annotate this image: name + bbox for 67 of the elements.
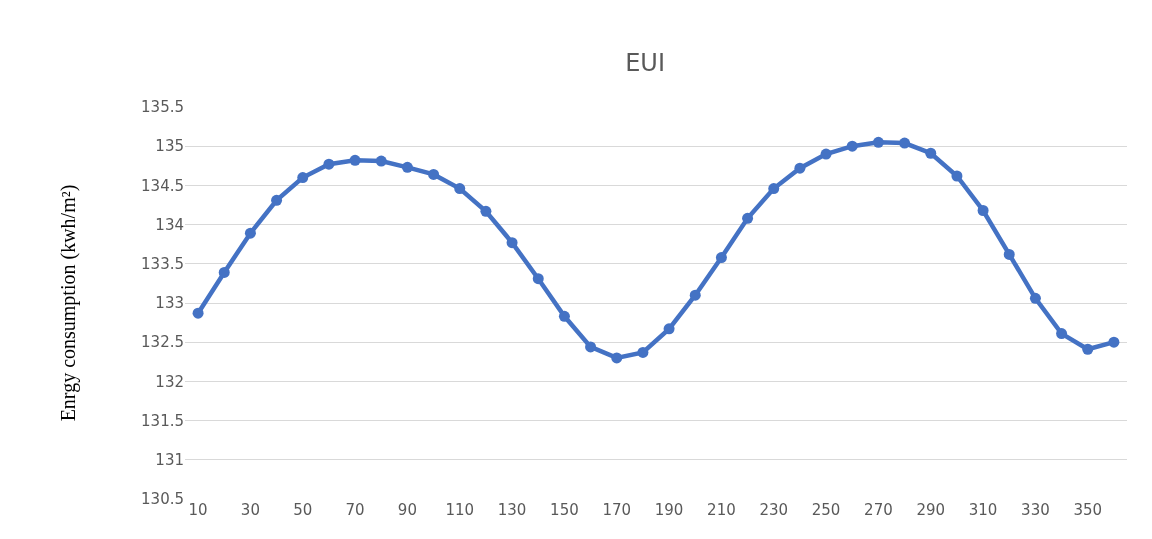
y-axis-title: Enrgy consumption (kwh/m²) [56, 184, 80, 422]
point [951, 170, 963, 182]
point [925, 147, 937, 159]
point [742, 212, 754, 224]
x-tick-label: 330 [1021, 501, 1050, 519]
point [794, 162, 806, 174]
x-tick-label: 350 [1073, 501, 1103, 519]
point [1082, 343, 1094, 355]
x-tick-label: 10 [188, 501, 208, 519]
point [846, 140, 858, 152]
point [872, 136, 884, 148]
y-tick-label: 132 [155, 372, 184, 391]
point [244, 227, 256, 239]
y-tick-label: 132.5 [141, 333, 184, 352]
x-tick-label: 110 [445, 501, 475, 519]
y-tick-label: 131 [155, 451, 184, 470]
point [1029, 292, 1041, 304]
x-tick-label: 30 [240, 501, 260, 519]
point [585, 341, 597, 353]
x-tick-label: 130 [497, 501, 527, 519]
point [715, 252, 727, 264]
x-tick-label: 90 [397, 501, 417, 519]
point [637, 346, 649, 358]
point [349, 154, 361, 166]
point [1056, 328, 1068, 340]
x-tick-label: 270 [864, 501, 893, 519]
y-tick-label: 133.5 [141, 255, 184, 274]
point [558, 310, 570, 322]
point [977, 204, 989, 216]
y-tick-label: 135.5 [141, 98, 184, 117]
point [454, 183, 466, 195]
point [820, 148, 832, 160]
x-tick-label: 290 [916, 501, 946, 519]
chart-title: EUI [625, 48, 666, 77]
point [323, 158, 335, 170]
y-tick-label: 131.5 [141, 411, 184, 430]
point [611, 352, 623, 364]
point [768, 183, 780, 195]
x-tick-label: 50 [293, 501, 313, 519]
point [663, 323, 675, 335]
x-tick-label: 250 [811, 501, 841, 519]
y-tick-label: 133 [155, 294, 184, 313]
y-tick-label: 134.5 [141, 176, 184, 195]
point [192, 307, 204, 319]
point [480, 205, 492, 217]
point [506, 237, 518, 249]
x-tick-label: 230 [759, 501, 789, 519]
point [401, 161, 413, 173]
x-tick-label: 210 [707, 501, 736, 519]
x-tick-label: 150 [550, 501, 579, 519]
point [297, 172, 309, 184]
point [271, 194, 283, 206]
point [218, 266, 230, 278]
point [532, 273, 544, 285]
point [689, 289, 701, 301]
point [1003, 248, 1015, 260]
x-tick-label: 190 [654, 501, 684, 519]
point [1108, 336, 1120, 348]
point [375, 155, 387, 167]
x-tick-label: 70 [345, 501, 365, 519]
y-tick-label: 130.5 [141, 490, 184, 509]
x-tick-label: 310 [968, 501, 998, 519]
y-tick-label: 134 [155, 215, 184, 234]
point [428, 168, 440, 180]
point [899, 137, 911, 149]
x-tick-label: 170 [602, 501, 632, 519]
y-tick-label: 135 [155, 137, 184, 156]
